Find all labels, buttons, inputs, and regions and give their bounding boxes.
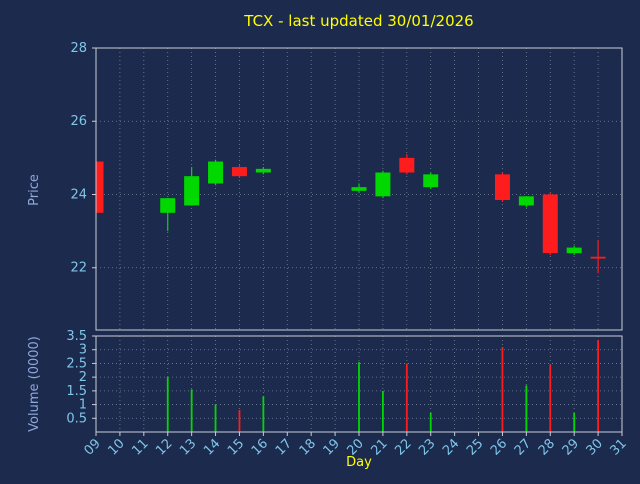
svg-text:29: 29 bbox=[560, 436, 582, 458]
svg-text:17: 17 bbox=[273, 436, 295, 458]
svg-text:10: 10 bbox=[105, 436, 127, 458]
svg-text:1: 1 bbox=[79, 398, 87, 413]
svg-text:20: 20 bbox=[345, 436, 367, 458]
svg-text:19: 19 bbox=[321, 436, 343, 458]
svg-text:28: 28 bbox=[70, 41, 87, 56]
svg-text:28: 28 bbox=[536, 436, 558, 458]
svg-text:12: 12 bbox=[153, 436, 175, 458]
svg-text:2.5: 2.5 bbox=[66, 356, 87, 371]
svg-text:0.5: 0.5 bbox=[66, 411, 87, 426]
svg-text:24: 24 bbox=[440, 436, 462, 458]
svg-text:3.5: 3.5 bbox=[66, 329, 87, 344]
svg-text:30: 30 bbox=[584, 436, 606, 458]
svg-text:25: 25 bbox=[464, 436, 486, 458]
x-axis-label: Day bbox=[346, 455, 372, 470]
svg-text:21: 21 bbox=[368, 436, 390, 458]
svg-text:26: 26 bbox=[70, 114, 87, 129]
chart-title: TCX - last updated 30/01/2026 bbox=[244, 12, 474, 30]
svg-text:24: 24 bbox=[70, 187, 87, 202]
svg-text:15: 15 bbox=[225, 436, 247, 458]
svg-text:11: 11 bbox=[129, 436, 151, 458]
svg-text:2: 2 bbox=[79, 370, 87, 385]
svg-text:3: 3 bbox=[79, 343, 87, 358]
svg-text:31: 31 bbox=[608, 436, 630, 458]
svg-text:18: 18 bbox=[297, 436, 319, 458]
svg-text:27: 27 bbox=[512, 436, 534, 458]
svg-text:23: 23 bbox=[416, 436, 438, 458]
svg-text:22: 22 bbox=[70, 261, 87, 276]
svg-text:14: 14 bbox=[201, 436, 223, 458]
svg-text:26: 26 bbox=[488, 436, 510, 458]
svg-text:22: 22 bbox=[392, 436, 414, 458]
svg-text:1.5: 1.5 bbox=[66, 384, 87, 399]
svg-text:09: 09 bbox=[82, 436, 104, 458]
svg-text:16: 16 bbox=[249, 436, 271, 458]
svg-text:13: 13 bbox=[177, 436, 199, 458]
